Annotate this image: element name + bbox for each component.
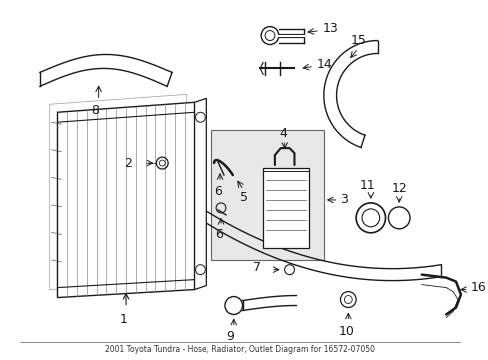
Bar — [211, 130, 323, 260]
Text: 12: 12 — [390, 183, 407, 195]
Text: 8: 8 — [91, 104, 99, 117]
Text: 16: 16 — [470, 281, 486, 294]
Text: 14: 14 — [316, 58, 332, 71]
Text: 10: 10 — [338, 325, 354, 338]
Text: 4: 4 — [279, 127, 287, 140]
Text: 13: 13 — [322, 22, 338, 35]
Text: 2001 Toyota Tundra - Hose, Radiator, Outlet Diagram for 16572-07050: 2001 Toyota Tundra - Hose, Radiator, Out… — [105, 345, 374, 354]
Text: 6: 6 — [215, 228, 223, 241]
Text: 6: 6 — [214, 185, 222, 198]
Text: 15: 15 — [349, 34, 366, 47]
Text: 3: 3 — [340, 193, 347, 206]
Polygon shape — [194, 98, 206, 289]
Polygon shape — [58, 102, 194, 298]
Text: 1: 1 — [120, 313, 128, 326]
Text: 9: 9 — [225, 330, 233, 343]
Text: 11: 11 — [359, 180, 375, 193]
Text: 7: 7 — [253, 261, 261, 274]
Bar — [263, 168, 308, 248]
Text: 5: 5 — [239, 192, 247, 204]
Text: 2: 2 — [124, 157, 132, 170]
